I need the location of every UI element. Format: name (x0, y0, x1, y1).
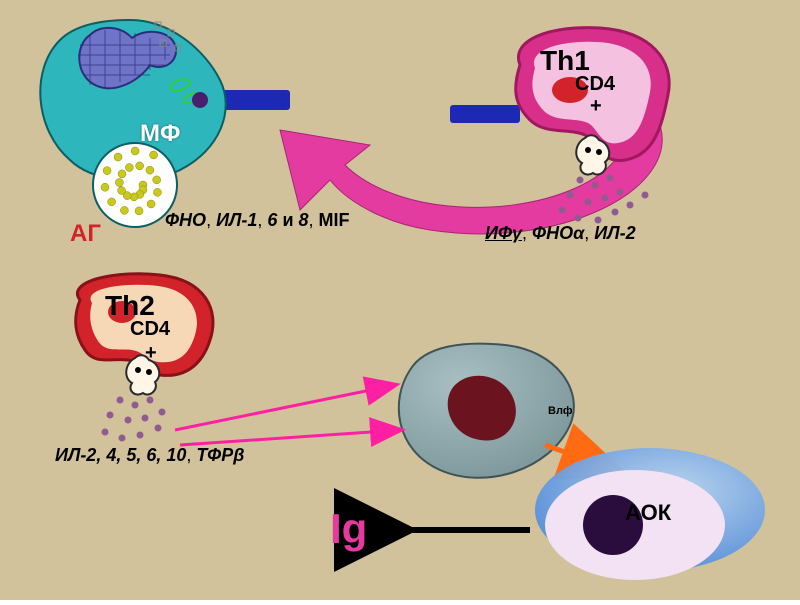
th1-marker-plus: + (590, 95, 602, 118)
th2-marker-label: CD4 (130, 318, 170, 341)
th2-marker-plus: + (145, 342, 157, 365)
macrophage-label: МФ (140, 120, 180, 148)
blf-label: Влф (548, 405, 573, 417)
antigen-label: АГ (70, 220, 101, 248)
th1-marker-label: CD4 (575, 73, 615, 96)
ig-label: Ig (330, 505, 367, 553)
diagram-canvas: МФ АГ Th1 CD4 + Th2 CD4 + Влф АОК Ig ФНО… (0, 0, 800, 600)
mf-cytokines-text: ФНО, ИЛ-1, 6 и 8, MIF (165, 210, 350, 231)
aok-label: АОК (625, 500, 671, 526)
th1-cytokines-text: ИФγ, ФНОα, ИЛ-2 (485, 223, 636, 244)
th2-cytokines-text: ИЛ-2, 4, 5, 6, 10, ТФРβ (55, 445, 244, 466)
